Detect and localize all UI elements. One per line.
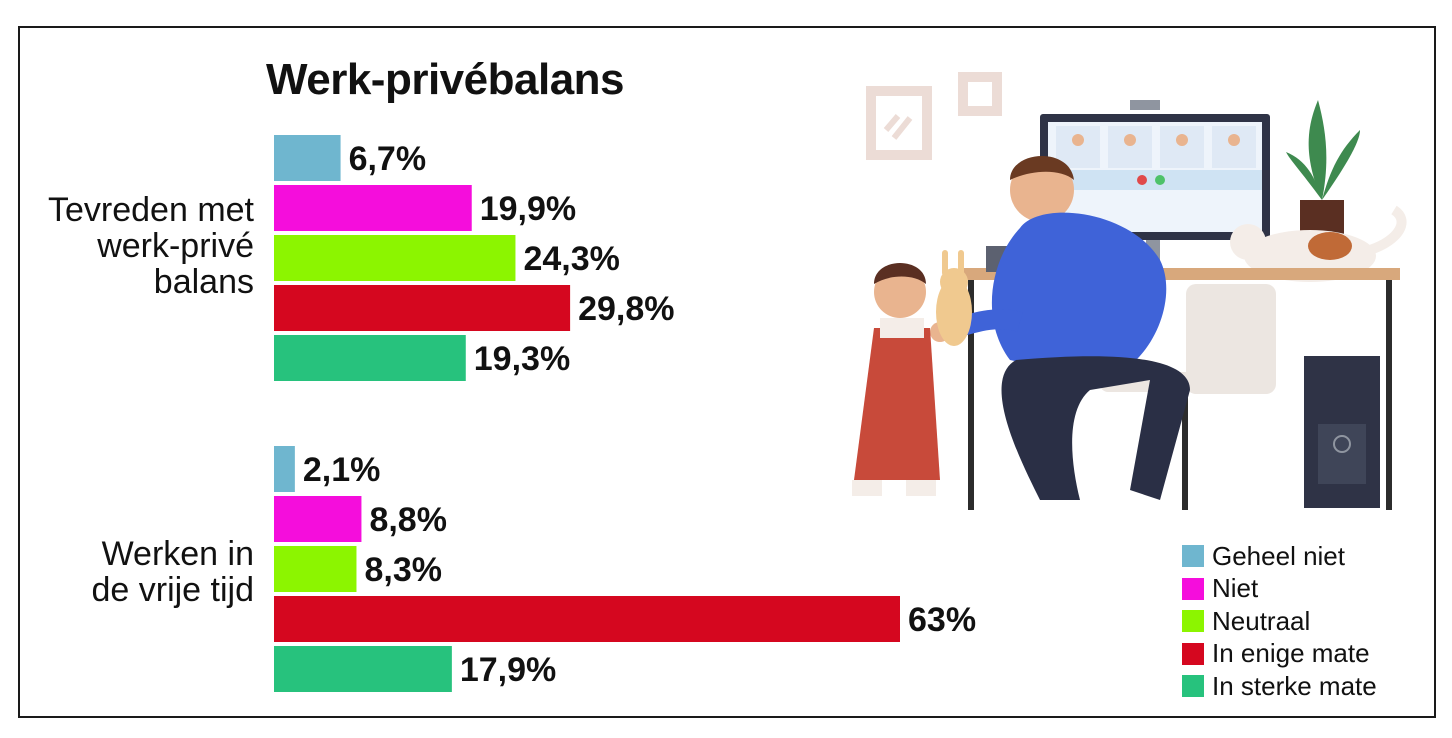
data-label: 29,8% bbox=[578, 290, 674, 328]
monitor bbox=[1040, 100, 1270, 270]
legend-item: Niet bbox=[1182, 573, 1377, 606]
teddy-bunny bbox=[936, 250, 972, 346]
child bbox=[852, 263, 940, 496]
data-label: 8,3% bbox=[364, 551, 442, 589]
category-label-tevreden: Tevreden met werk-privé balans bbox=[48, 191, 254, 301]
legend-swatch bbox=[1182, 545, 1204, 568]
data-label: 19,9% bbox=[480, 190, 576, 228]
data-label: 19,3% bbox=[474, 340, 570, 378]
wall-frames bbox=[866, 72, 1002, 160]
legend-swatch bbox=[1182, 642, 1204, 665]
legend-swatch bbox=[1182, 675, 1204, 698]
data-label: 2,1% bbox=[303, 451, 381, 489]
category-label-vrije-tijd: Werken in de vrije tijd bbox=[91, 535, 254, 609]
legend-item: In sterke mate bbox=[1182, 670, 1377, 703]
home-office-illustration bbox=[852, 72, 1407, 510]
legend-label: In enige mate bbox=[1212, 638, 1370, 669]
legend: Geheel niet Niet Neutraal In enige mate … bbox=[1182, 540, 1377, 703]
bar-in-enige-mate-1 bbox=[274, 596, 900, 642]
bar-in-enige-mate-0 bbox=[274, 285, 571, 331]
bar-niet-0 bbox=[274, 185, 472, 231]
pc-tower bbox=[1304, 356, 1380, 508]
bar-neutraal-0 bbox=[274, 235, 516, 281]
father bbox=[930, 155, 1190, 500]
bar-in-sterke-mate-1 bbox=[274, 646, 452, 692]
data-label: 8,8% bbox=[369, 501, 447, 539]
bar-neutraal-1 bbox=[274, 546, 357, 592]
legend-swatch bbox=[1182, 610, 1204, 633]
legend-item: Neutraal bbox=[1182, 605, 1377, 638]
chart-title: Werk-privébalans bbox=[266, 55, 625, 104]
legend-swatch bbox=[1182, 577, 1204, 600]
bar-niet-1 bbox=[274, 496, 362, 542]
bar-geheel-niet-0 bbox=[274, 135, 341, 181]
legend-label: Neutraal bbox=[1212, 605, 1311, 636]
chart-frame bbox=[18, 26, 1436, 718]
legend-label: Geheel niet bbox=[1212, 540, 1345, 571]
data-label: 6,7% bbox=[349, 140, 427, 178]
legend-label: Niet bbox=[1212, 573, 1259, 604]
legend-item: Geheel niet bbox=[1182, 540, 1377, 573]
bar-in-sterke-mate-0 bbox=[274, 335, 466, 381]
data-label: 63% bbox=[908, 601, 976, 639]
data-label: 24,3% bbox=[523, 240, 619, 278]
legend-label: In sterke mate bbox=[1212, 670, 1377, 701]
data-label: 17,9% bbox=[460, 651, 556, 689]
legend-item: In enige mate bbox=[1182, 638, 1377, 671]
bar-geheel-niet-1 bbox=[274, 446, 295, 492]
